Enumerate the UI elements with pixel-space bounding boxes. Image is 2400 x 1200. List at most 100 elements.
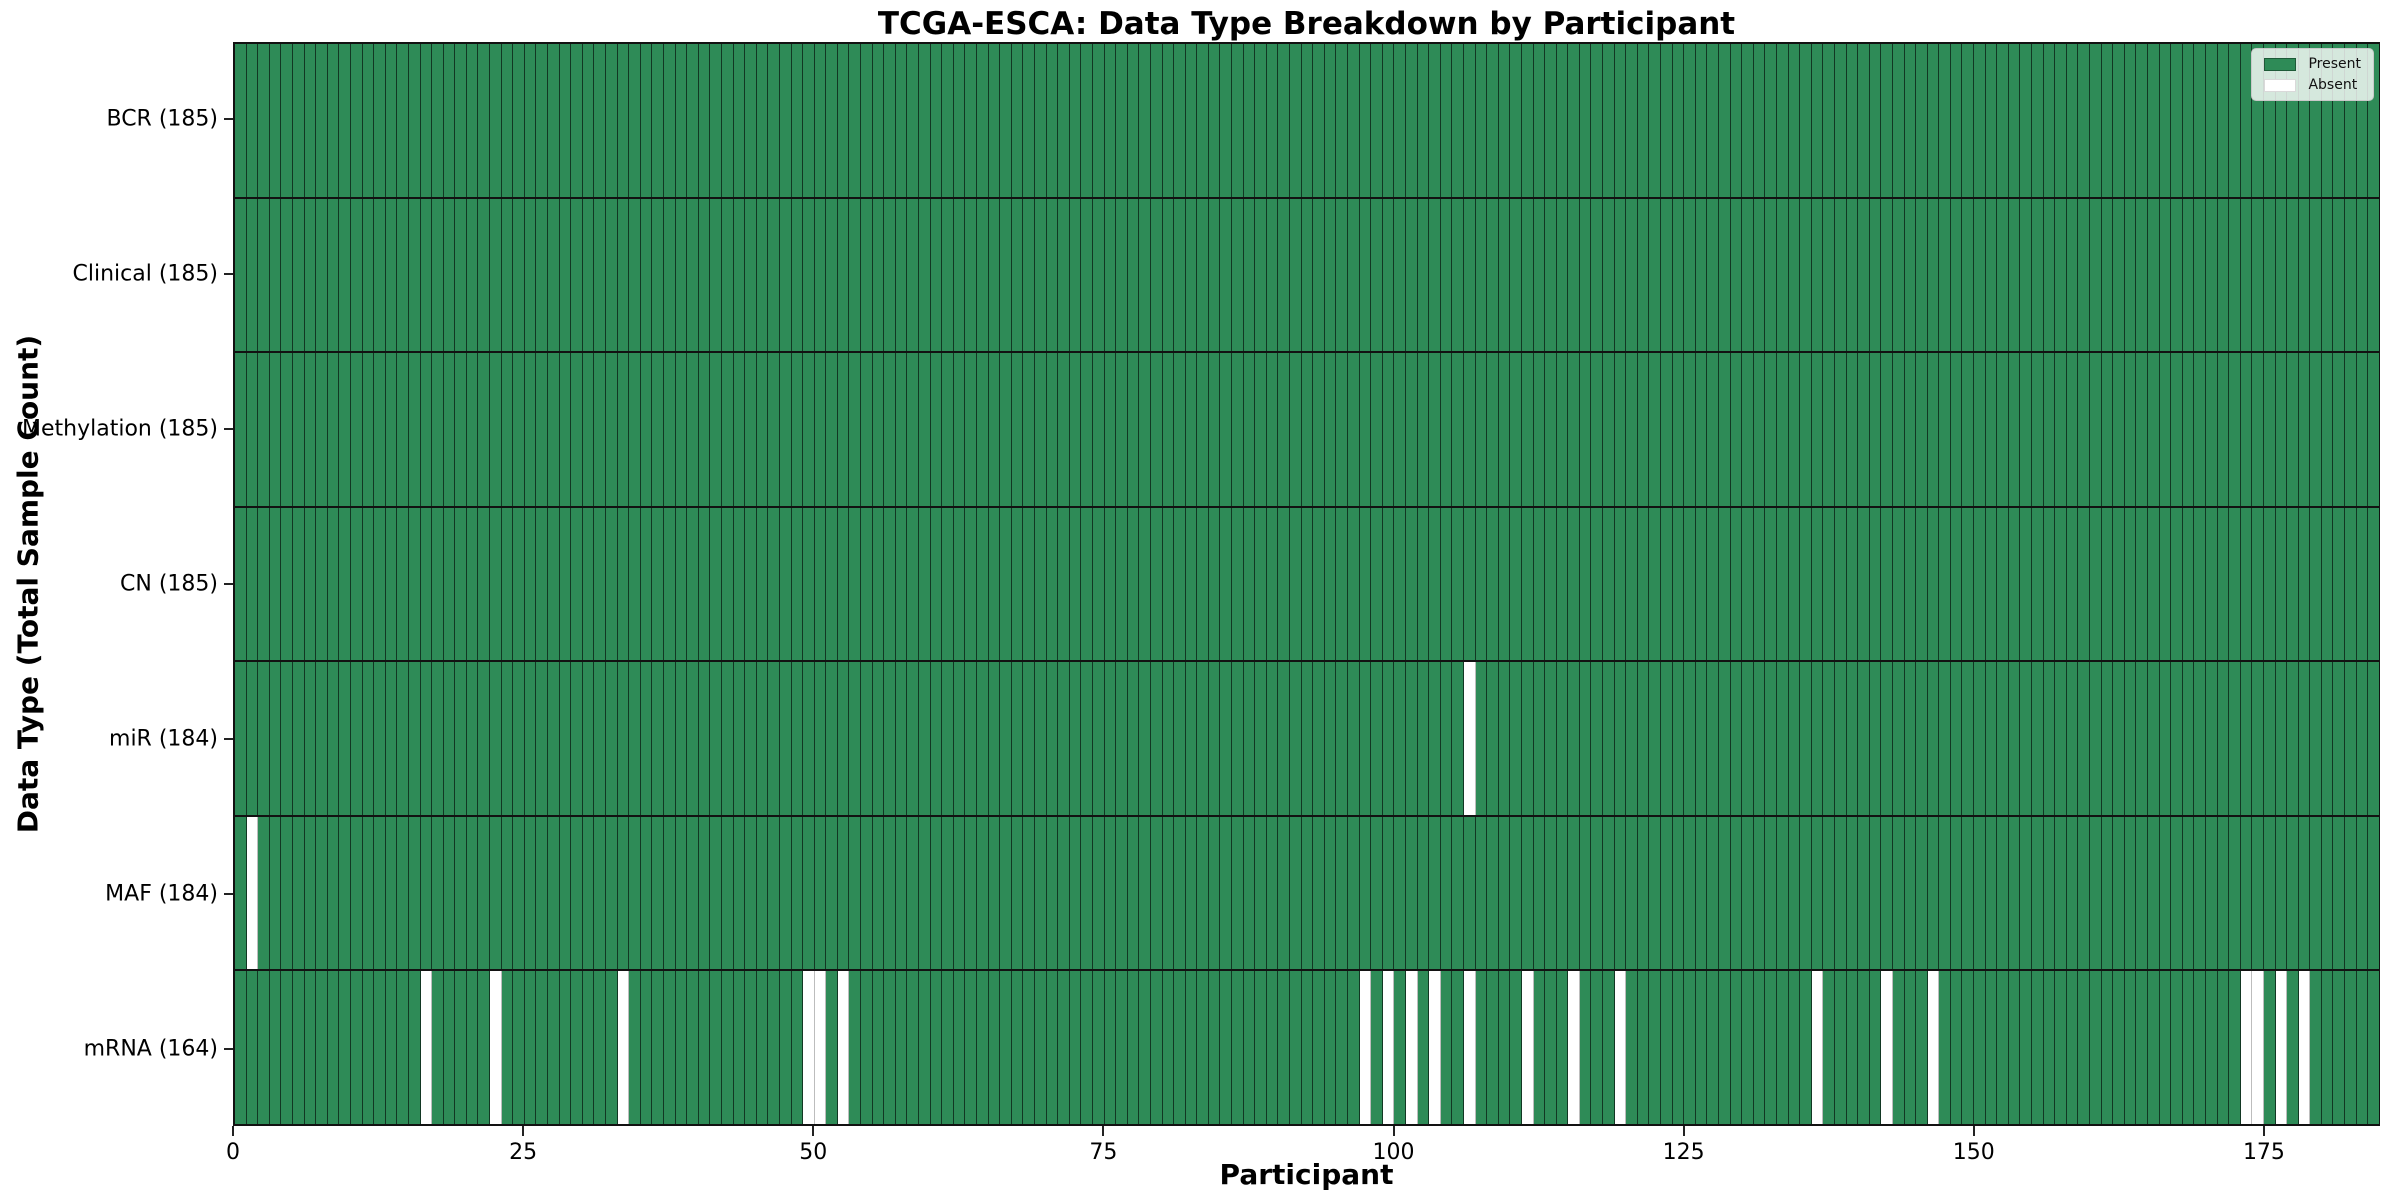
heatmap-cell xyxy=(1417,662,1430,815)
heatmap-cell xyxy=(953,971,966,1125)
heatmap-cell xyxy=(687,353,699,506)
heatmap-cell xyxy=(594,507,606,661)
heatmap-cell xyxy=(408,971,421,1125)
heatmap-cell xyxy=(281,353,293,506)
heatmap-cell xyxy=(1278,816,1291,970)
heatmap-cell xyxy=(1881,44,1893,197)
heatmap-cell xyxy=(1116,44,1128,197)
heatmap-cell xyxy=(2159,353,2172,506)
heatmap-cell xyxy=(1730,816,1743,970)
heatmap-cell xyxy=(1579,353,1592,506)
heatmap-cell xyxy=(1603,198,1615,352)
heatmap-cell xyxy=(884,353,896,506)
heatmap-cell xyxy=(814,816,827,970)
heatmap-cell xyxy=(1313,816,1325,970)
heatmap-cell xyxy=(1950,971,1963,1125)
heatmap-cell xyxy=(1452,662,1464,815)
heatmap-cell xyxy=(1487,507,1499,661)
heatmap-cell xyxy=(269,353,282,506)
heatmap-cell xyxy=(2368,816,2379,970)
heatmap-cell xyxy=(803,816,815,970)
heatmap-cell xyxy=(629,198,641,352)
heatmap-cell xyxy=(1162,44,1175,197)
heatmap-cell xyxy=(977,816,989,970)
heatmap-cell xyxy=(1881,353,1893,506)
heatmap-cell xyxy=(1846,662,1859,815)
heatmap-cell xyxy=(1684,44,1696,197)
heatmap-cell xyxy=(779,662,792,815)
heatmap-cell xyxy=(1510,507,1522,661)
heatmap-cell xyxy=(1011,971,1024,1125)
heatmap-cell xyxy=(1869,507,1882,661)
heatmap-cell xyxy=(1162,507,1175,661)
x-tick-label: 25 xyxy=(509,1140,538,1165)
heatmap-cell xyxy=(490,662,502,815)
heatmap-cell xyxy=(710,198,722,352)
heatmap-cell xyxy=(1858,198,1870,352)
heatmap-cell xyxy=(1000,44,1012,197)
heatmap-cell xyxy=(814,662,827,815)
heatmap-cell xyxy=(1637,971,1650,1125)
heatmap-cell xyxy=(1348,971,1360,1125)
heatmap-cell xyxy=(2147,198,2160,352)
heatmap-cell xyxy=(1788,353,1801,506)
heatmap-cell xyxy=(1591,44,1604,197)
heatmap-cell xyxy=(1997,662,2009,815)
heatmap-cell xyxy=(408,507,421,661)
heatmap-cell xyxy=(1742,353,1754,506)
heatmap-cell xyxy=(1846,507,1859,661)
heatmap-cell xyxy=(571,816,583,970)
heatmap-cell xyxy=(1985,971,1998,1125)
heatmap-cell xyxy=(1243,44,1256,197)
heatmap-cell xyxy=(1034,507,1047,661)
heatmap-cell xyxy=(2124,353,2137,506)
heatmap-cell xyxy=(1974,971,1986,1125)
heatmap-cell xyxy=(350,816,363,970)
heatmap-cell xyxy=(872,198,885,352)
heatmap-cell xyxy=(2252,353,2264,506)
heatmap-cell xyxy=(339,353,351,506)
heatmap-cell xyxy=(1881,971,1893,1125)
heatmap-cell xyxy=(617,44,630,197)
heatmap-cell xyxy=(1742,971,1754,1125)
heatmap-cell xyxy=(1556,971,1569,1125)
heatmap-cell xyxy=(2194,816,2206,970)
heatmap-cell xyxy=(1475,971,1488,1125)
heatmap-cell xyxy=(1255,507,1267,661)
heatmap-cell xyxy=(1498,816,1511,970)
heatmap-cell xyxy=(2055,198,2067,352)
heatmap-cell xyxy=(1661,662,1673,815)
heatmap-cell xyxy=(1324,662,1337,815)
heatmap-cell xyxy=(1962,353,1975,506)
heatmap-cell xyxy=(1174,816,1186,970)
heatmap-cell xyxy=(1904,816,1917,970)
heatmap-cell xyxy=(1290,198,1302,352)
heatmap-cell xyxy=(779,971,792,1125)
heatmap-cell xyxy=(2171,971,2183,1125)
heatmap-cell xyxy=(2368,662,2379,815)
heatmap-cell xyxy=(1046,971,1059,1125)
heatmap-cell xyxy=(269,507,282,661)
heatmap-cell xyxy=(1127,198,1140,352)
heatmap-cell xyxy=(1719,816,1731,970)
heatmap-cell xyxy=(246,44,259,197)
heatmap-cell xyxy=(2229,971,2241,1125)
heatmap-cell xyxy=(1846,198,1859,352)
heatmap-cell xyxy=(466,44,479,197)
heatmap-cell xyxy=(1950,44,1963,197)
heatmap-cell xyxy=(1220,662,1233,815)
heatmap-cell xyxy=(1000,662,1012,815)
heatmap-cell xyxy=(397,971,409,1125)
heatmap-cell xyxy=(455,353,467,506)
heatmap-cell xyxy=(1232,816,1244,970)
heatmap-cell xyxy=(1104,198,1117,352)
heatmap-cell xyxy=(861,198,873,352)
heatmap-cell xyxy=(1533,662,1546,815)
heatmap-cell xyxy=(1359,353,1372,506)
heatmap-cell xyxy=(698,44,711,197)
heatmap-cell xyxy=(501,662,514,815)
heatmap-cell xyxy=(1197,662,1209,815)
heatmap-cell xyxy=(235,816,247,970)
heatmap-cell xyxy=(2136,198,2148,352)
heatmap-cell xyxy=(2147,816,2160,970)
